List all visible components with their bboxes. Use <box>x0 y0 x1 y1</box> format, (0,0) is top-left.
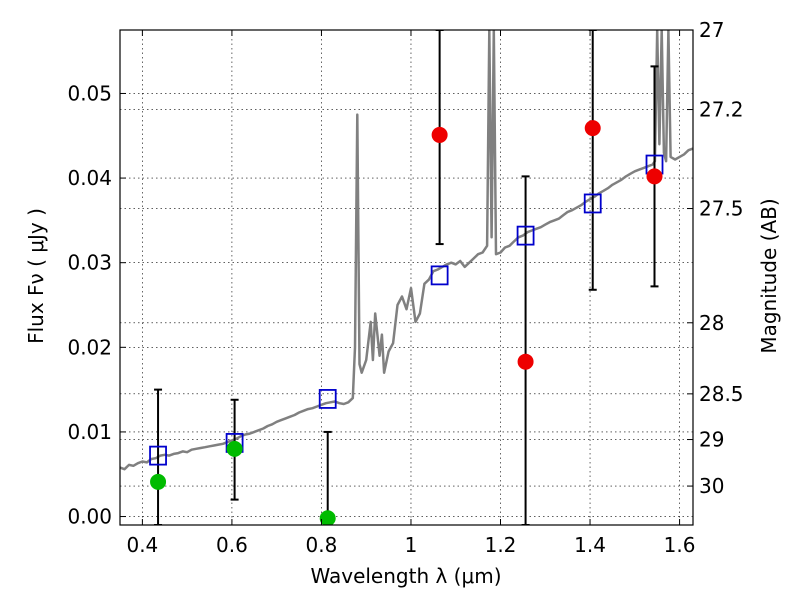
y2-tick-label: 28.5 <box>699 382 744 406</box>
y-tick-label: 0.03 <box>67 251 112 275</box>
y-tick-label: 0.01 <box>67 420 112 444</box>
tick-layer: 0.4 0.6 0.8 1 1.2 1.4 1.6 0.00 0.01 0.02 0.03 0.04 0… <box>67 18 743 557</box>
y-tick-label: 0.02 <box>67 335 112 359</box>
x-tick-label: 1.2 <box>485 533 517 557</box>
observed-point-marker <box>226 440 243 457</box>
grid-layer <box>120 30 693 525</box>
model-square-marker <box>516 225 535 246</box>
plot-layer <box>120 30 693 525</box>
y2-tick-label: 27.5 <box>699 197 744 221</box>
y2-tick-label: 30 <box>699 474 724 498</box>
model-square-marker <box>583 193 602 214</box>
model-square-marker <box>318 389 337 409</box>
y2-axis-title: Magnitude (AB) <box>757 198 781 353</box>
x-tick-label: 1 <box>405 533 418 557</box>
observed-point-marker <box>431 126 448 143</box>
y-axis-title: Flux Fν ( μJy ) <box>24 208 48 344</box>
x-tick-label: 0.4 <box>126 533 158 557</box>
y-tick-label: 0.00 <box>67 505 112 529</box>
y2-tick-label: 27.2 <box>699 98 744 122</box>
y2-tick-label: 28 <box>699 311 724 335</box>
observed-point-marker <box>150 473 167 490</box>
plot-frame <box>119 29 694 526</box>
x-tick-label: 0.6 <box>216 533 248 557</box>
y-tick-label: 0.05 <box>67 81 112 105</box>
observed-point-marker <box>319 510 336 525</box>
model-square-marker <box>149 445 167 466</box>
observed-point-marker <box>517 353 534 370</box>
observed-point-marker <box>646 168 663 185</box>
x-tick-label: 0.8 <box>306 533 338 557</box>
x-tick-label: 1.4 <box>574 533 606 557</box>
y-tick-label: 0.04 <box>67 166 112 190</box>
x-axis-title: Wavelength λ (μm) <box>310 564 501 588</box>
y2-tick-label: 27 <box>699 18 724 42</box>
model-square-marker <box>430 265 449 286</box>
y2-tick-label: 29 <box>699 428 724 452</box>
observed-point-marker <box>584 120 601 137</box>
x-tick-label: 1.6 <box>664 533 696 557</box>
spectrum-line <box>120 30 693 471</box>
